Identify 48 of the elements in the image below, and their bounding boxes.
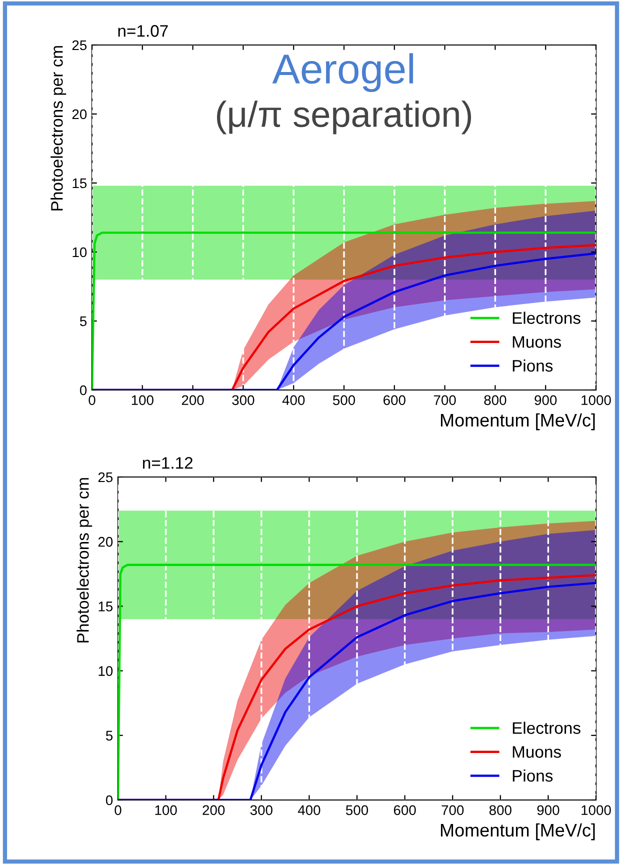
x-tick-label: 700	[434, 395, 456, 406]
x-tick-label: 900	[534, 395, 557, 406]
annotation: (μ/π separation)	[217, 100, 471, 134]
y-tick-label: 10	[72, 247, 87, 258]
x-tick-label: 800	[484, 395, 506, 406]
y-tick-label: 10	[98, 666, 113, 676]
y-axis-title: Photoelectrons per cm	[76, 478, 92, 642]
y-axis-title: Photoelectrons per cm	[50, 46, 66, 210]
y-tick-label: 15	[98, 602, 113, 612]
y-tick-label: 15	[72, 178, 87, 188]
x-tick-label: 900	[537, 805, 560, 816]
legend-label: Pions	[512, 359, 553, 372]
x-tick-label: 600	[394, 805, 416, 816]
x-tick-label: 200	[182, 395, 204, 406]
x-tick-label: 400	[282, 395, 305, 406]
y-tick-label: 25	[98, 472, 113, 482]
y-tick-label: 5	[80, 316, 87, 326]
x-tick-label: 0	[88, 395, 96, 406]
x-axis-title: Momentum [MeV/c]	[440, 823, 595, 840]
x-tick-label: 1000	[582, 805, 611, 816]
legend-label: Muons	[512, 746, 561, 758]
chart-title: n=1.07	[118, 25, 168, 37]
y-tick-label: 20	[72, 109, 87, 120]
y-tick-label: 0	[80, 385, 87, 396]
legend-label: Pions	[512, 769, 553, 782]
y-tick-label: 0	[106, 795, 113, 806]
y-tick-label: 5	[106, 730, 113, 741]
x-tick-label: 600	[384, 395, 406, 406]
x-tick-label: 100	[155, 805, 177, 816]
legend-label: Muons	[512, 336, 561, 348]
x-tick-label: 800	[489, 805, 512, 816]
x-axis-title: Momentum [MeV/c]	[440, 413, 595, 430]
x-tick-label: 300	[250, 805, 272, 816]
y-tick-label: 20	[98, 536, 113, 547]
x-tick-label: 500	[346, 805, 368, 816]
x-tick-label: 200	[202, 805, 225, 816]
x-tick-label: 500	[332, 395, 356, 406]
legend-label: Electrons	[512, 312, 580, 324]
x-tick-label: 300	[232, 395, 254, 406]
x-tick-label: 700	[442, 805, 464, 816]
legend-label: Electrons	[512, 722, 580, 734]
annotation: Aerogel	[272, 53, 414, 92]
x-tick-label: 0	[114, 805, 122, 816]
x-tick-label: 100	[132, 395, 154, 406]
y-tick-label: 25	[72, 40, 87, 50]
x-tick-label: 1000	[582, 395, 611, 406]
x-tick-label: 400	[298, 805, 320, 816]
chart-title: n=1.12	[143, 457, 193, 469]
